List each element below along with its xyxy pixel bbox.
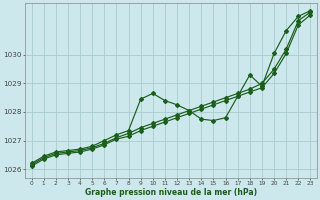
- X-axis label: Graphe pression niveau de la mer (hPa): Graphe pression niveau de la mer (hPa): [85, 188, 257, 197]
